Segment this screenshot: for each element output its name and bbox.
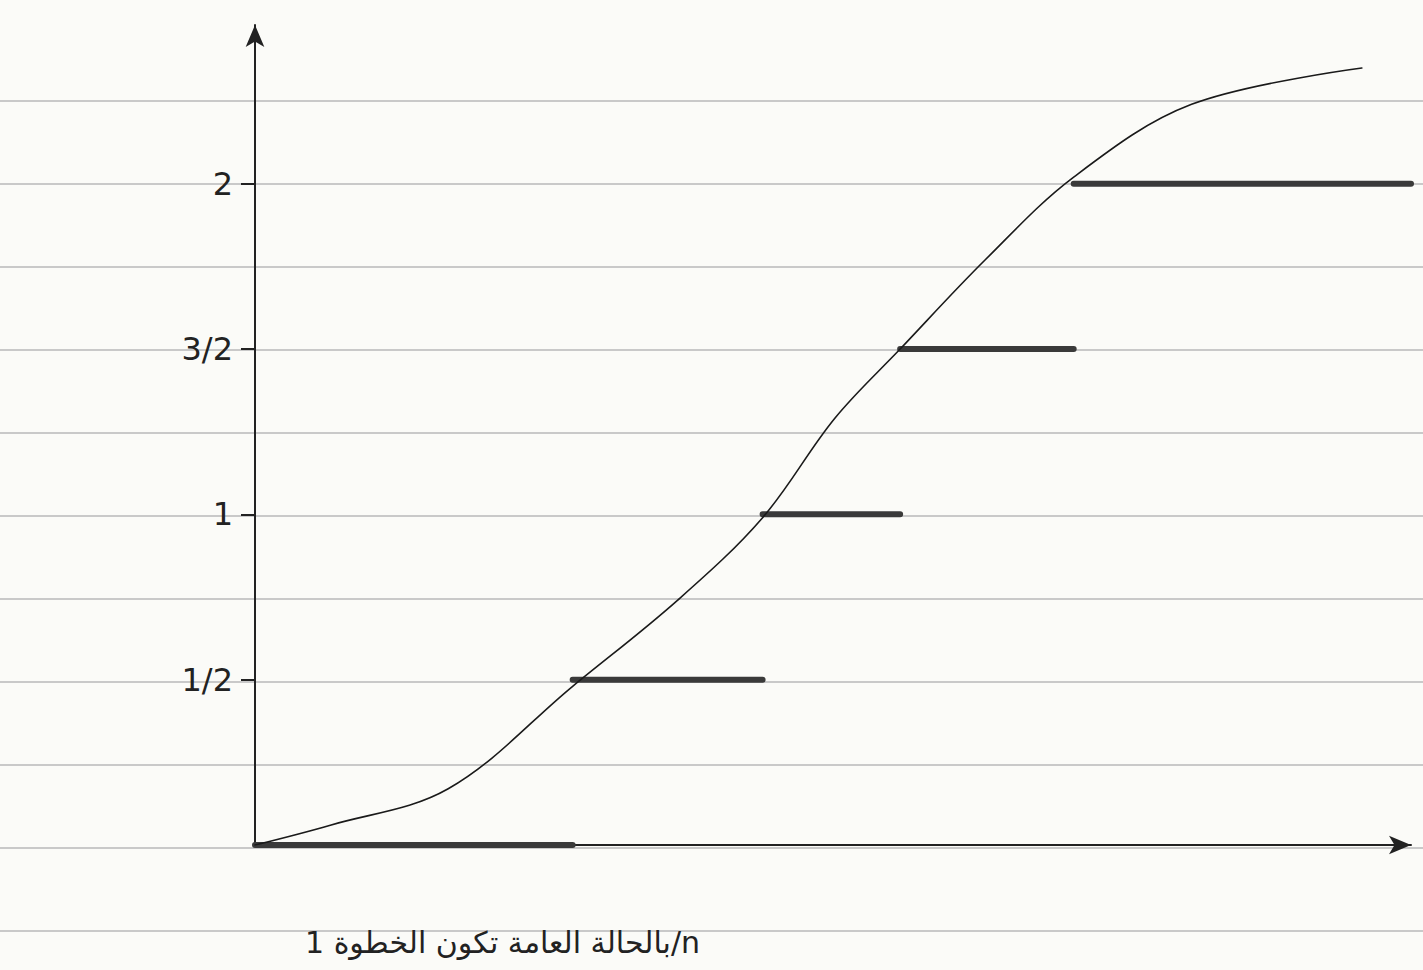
svg-text:بالحالة العامة تكون الخطوة 1/n: بالحالة العامة تكون الخطوة 1/n [305,925,700,960]
svg-text:1: 1 [213,495,233,533]
svg-text:3/2: 3/2 [182,330,234,368]
svg-text:2: 2 [213,165,233,203]
svg-text:1/2: 1/2 [182,661,234,699]
